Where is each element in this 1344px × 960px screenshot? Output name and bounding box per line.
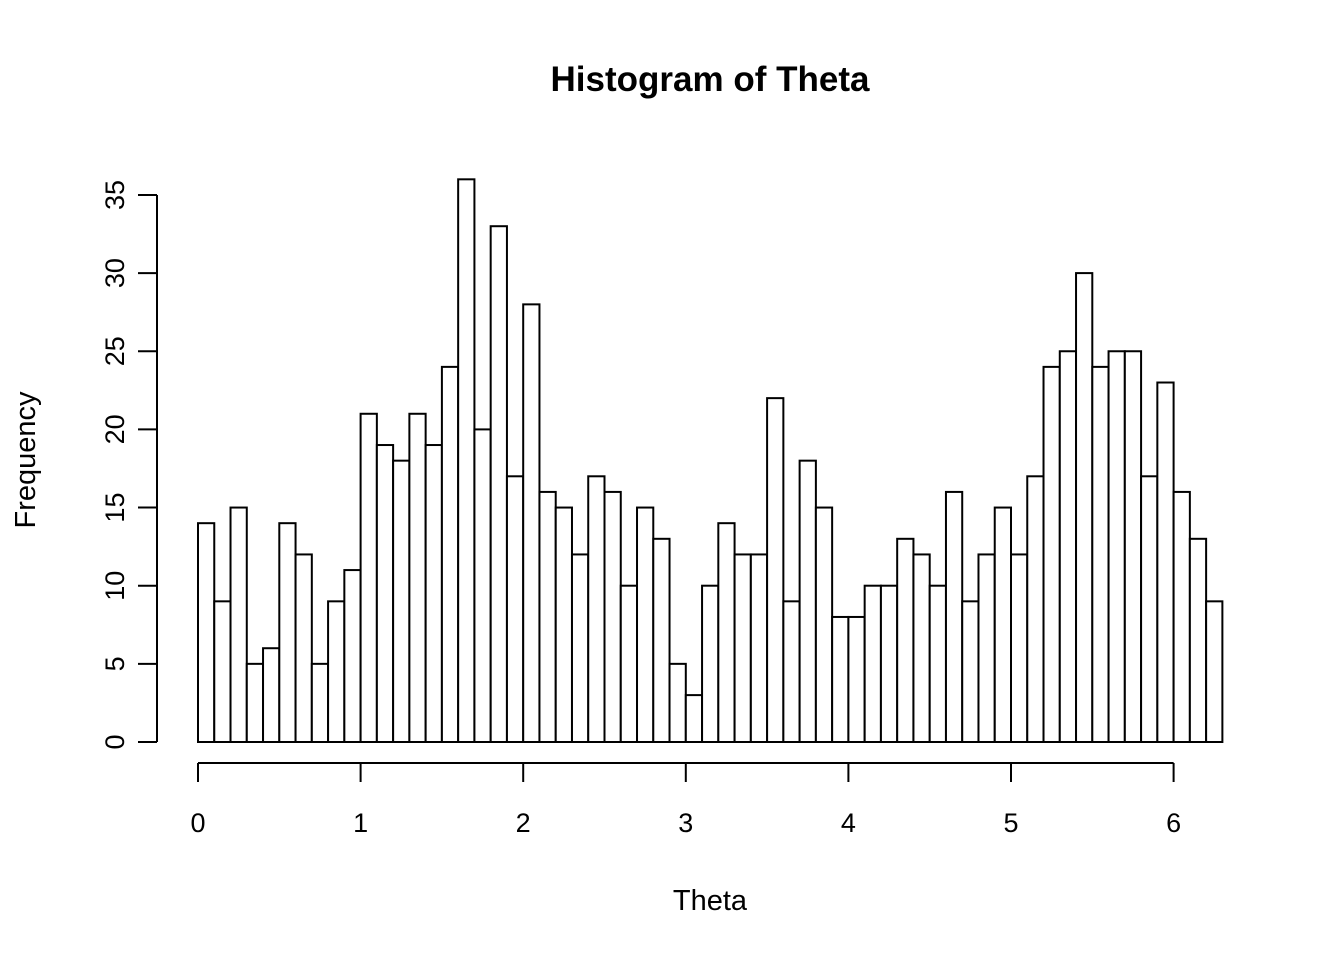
histogram-bar [652, 537, 671, 743]
histogram-bar [977, 553, 996, 743]
histogram-bar [392, 459, 411, 743]
histogram-bar [847, 615, 866, 744]
histogram-bar [1010, 553, 1029, 743]
histogram-bar [831, 615, 850, 744]
histogram-bar [440, 365, 460, 743]
histogram-bar [912, 553, 931, 743]
histogram-bar [375, 444, 395, 743]
histogram-bar [489, 225, 508, 743]
x-tick-label: 0 [190, 808, 205, 838]
histogram-bar [359, 412, 378, 743]
histogram-bar [213, 600, 232, 744]
histogram-bar [505, 475, 525, 743]
histogram-bar [1091, 365, 1110, 743]
histogram-bar [603, 490, 622, 744]
histogram-bar [229, 506, 248, 743]
histogram-bar [798, 459, 817, 743]
histogram-bar [554, 506, 573, 743]
y-tick-label: 35 [100, 180, 130, 210]
x-tick-label: 2 [516, 808, 531, 838]
histogram-bar [197, 522, 216, 743]
histogram-bar [343, 569, 362, 743]
histogram-bar [814, 506, 834, 743]
histogram-bar [1107, 350, 1126, 743]
histogram-bar [766, 397, 785, 743]
histogram-bar [1172, 490, 1191, 744]
y-axis-title: Frequency [10, 391, 42, 529]
histogram-bar [749, 553, 769, 743]
histogram-bar [863, 584, 882, 744]
histogram-bar [619, 584, 639, 744]
histogram-bar [408, 412, 427, 743]
y-tick-label: 20 [100, 414, 130, 444]
x-tick-label: 4 [841, 808, 856, 838]
histogram-bar [1075, 272, 1094, 743]
histogram-bar [245, 662, 265, 743]
histogram-bar [782, 600, 801, 744]
histogram-bar [294, 553, 313, 743]
histogram-bar [457, 178, 476, 743]
histogram-bar [1205, 600, 1224, 744]
histogram-bar [896, 537, 915, 743]
y-tick-label: 30 [100, 258, 130, 288]
histogram-bar [879, 584, 899, 744]
histogram-bar [1026, 475, 1045, 743]
y-tick-label: 0 [100, 734, 130, 749]
bars-group [197, 178, 1224, 744]
histogram-bar [636, 506, 655, 743]
histogram-bar [538, 490, 557, 744]
histogram-bar [327, 600, 346, 744]
histogram-bar [1058, 350, 1078, 743]
x-axis-title: Theta [673, 885, 748, 917]
x-tick-label: 6 [1166, 808, 1181, 838]
y-axis: 0 5 10 15 20 25 30 35 [100, 180, 158, 750]
y-tick-label: 25 [100, 336, 130, 366]
histogram-bar [944, 490, 964, 744]
histogram-bar [928, 584, 947, 744]
y-tick-label: 5 [100, 656, 130, 671]
histogram-bar [570, 553, 590, 743]
x-axis: 0 1 2 3 4 5 6 [190, 762, 1181, 838]
histogram-bar [522, 303, 541, 743]
x-tick-label: 1 [353, 808, 368, 838]
histogram-bar [262, 647, 281, 743]
histogram-bar [961, 600, 980, 744]
histogram-bar [278, 522, 297, 743]
histogram-bar [1140, 475, 1159, 743]
histogram-bar [684, 694, 704, 743]
histogram-bar [993, 506, 1012, 743]
histogram-bar [668, 662, 687, 743]
histogram-bar [717, 522, 736, 743]
histogram-bar [424, 444, 443, 743]
x-tick-label: 5 [1003, 808, 1018, 838]
y-tick-label: 15 [100, 493, 130, 523]
histogram-bar [1123, 350, 1143, 743]
histogram-bar [587, 475, 606, 743]
histogram-bar [1156, 381, 1175, 743]
y-tick-label: 10 [100, 571, 130, 601]
histogram-bar [701, 584, 720, 744]
histogram-bar [1188, 537, 1208, 743]
histogram-bar [473, 428, 492, 743]
x-tick-label: 3 [678, 808, 693, 838]
histogram-bar [310, 662, 330, 743]
histogram-bar [733, 553, 752, 743]
histogram-bar [1042, 365, 1061, 743]
chart-title: Histogram of Theta [551, 60, 870, 99]
